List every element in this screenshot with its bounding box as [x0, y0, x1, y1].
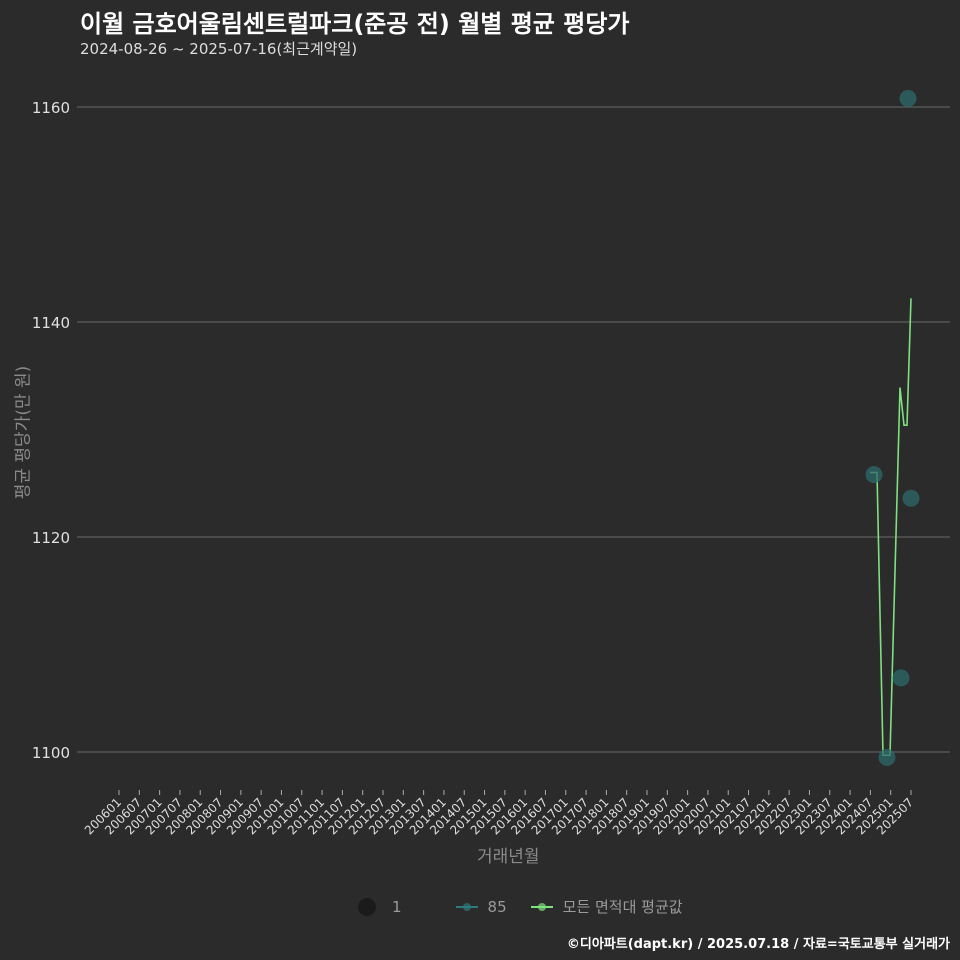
- source-footer: ©디아파트(dapt.kr) / 2025.07.18 / 자료=국토교통부 실…: [566, 937, 950, 952]
- x-axis-title: 거래년월: [477, 847, 540, 867]
- chart-subtitle: 2024-08-26 ~ 2025-07-16(최근계약일): [80, 40, 358, 58]
- data-point: [878, 748, 896, 766]
- chart-title: 이월 금호어울림센트럴파크(준공 전) 월별 평균 평당가: [80, 10, 630, 38]
- data-point: [899, 89, 917, 107]
- legend-item-size: 1: [358, 897, 402, 916]
- data-point: [865, 466, 883, 484]
- line-marker-icon: [530, 902, 553, 911]
- legend: 1 85 모든 면적대 평균값: [358, 896, 707, 917]
- y-tick-label: 1140: [32, 314, 70, 332]
- size-dot-icon: [358, 897, 376, 916]
- line-marker-icon: [455, 902, 478, 911]
- legend-item-avg: 모든 면적대 평균값: [530, 896, 683, 917]
- y-tick-label: 1160: [32, 99, 70, 117]
- y-tick-label: 1120: [32, 529, 70, 547]
- y-tick-label: 1100: [32, 744, 70, 762]
- y-axis-title: 평균 평당가(만 원): [13, 365, 34, 500]
- avg-line: [870, 298, 912, 757]
- legend-item-85: 85: [455, 898, 507, 916]
- data-point: [902, 489, 920, 507]
- data-point: [892, 669, 910, 687]
